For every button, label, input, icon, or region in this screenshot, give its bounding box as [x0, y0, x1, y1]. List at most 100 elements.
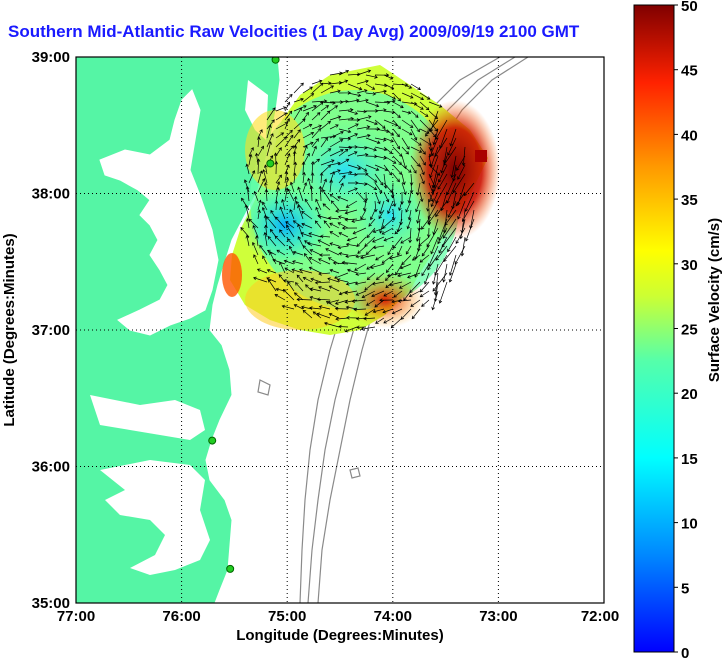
velocity-arrow	[314, 220, 322, 229]
velocity-arrow	[309, 249, 322, 256]
velocity-arrow	[419, 164, 425, 176]
colorbar-tick: 5	[681, 580, 689, 597]
velocity-arrow	[434, 254, 448, 276]
velocity-arrow	[387, 200, 394, 215]
velocity-arrow	[329, 124, 339, 130]
velocity-arrow	[435, 200, 448, 218]
velocity-arrow	[338, 108, 354, 112]
velocity-arrow	[274, 160, 279, 175]
velocity-arrow	[279, 229, 286, 238]
velocity-arrow	[292, 260, 304, 265]
velocity-arrow	[328, 285, 340, 292]
velocity-arrow	[410, 101, 424, 110]
velocity-arrow	[365, 164, 380, 171]
velocity-arrow	[257, 199, 262, 211]
velocity-arrow	[356, 164, 368, 172]
y-tick-label: 38:00	[32, 186, 70, 203]
velocity-arrow	[354, 281, 367, 286]
velocity-arrow	[365, 119, 378, 126]
velocity-arrow	[435, 245, 448, 261]
velocity-arrow	[309, 185, 314, 202]
velocity-arrow	[311, 101, 324, 112]
velocity-arrow	[353, 307, 367, 312]
velocity-arrow	[410, 92, 425, 101]
velocity-arrow	[428, 191, 434, 202]
velocity-arrow	[293, 292, 304, 301]
velocity-arrow	[344, 217, 358, 222]
velocity-arrow	[455, 191, 466, 207]
velocity-arrow	[401, 137, 410, 150]
y-tick-label: 39:00	[32, 49, 70, 66]
velocity-arrow	[407, 209, 412, 221]
velocity-arrow	[316, 297, 331, 302]
velocity-arrow	[447, 137, 457, 156]
velocity-arrow	[365, 74, 378, 79]
velocity-arrow	[310, 277, 322, 283]
velocity-arrow	[304, 198, 313, 211]
velocity-arrow	[405, 245, 412, 255]
velocity-arrow	[338, 99, 349, 104]
velocity-arrow	[282, 289, 295, 301]
velocity-arrow	[284, 145, 295, 157]
velocity-arrow	[240, 227, 250, 238]
velocity-arrow	[374, 299, 385, 308]
velocity-arrow	[461, 146, 466, 167]
velocity-arrow	[383, 182, 393, 194]
x-tick-label: 76:00	[162, 608, 200, 625]
velocity-arrow	[356, 115, 372, 121]
velocity-arrow	[375, 317, 385, 324]
velocity-arrow	[275, 112, 288, 121]
velocity-arrow	[338, 182, 344, 193]
velocity-arrow	[316, 312, 331, 319]
velocity-arrow	[270, 209, 277, 220]
velocity-arrow	[257, 145, 264, 157]
velocity-arrow	[399, 263, 412, 270]
velocity-arrow	[357, 245, 367, 254]
velocity-arrow	[262, 201, 268, 211]
velocity-arrow	[293, 107, 302, 121]
velocity-arrow	[317, 214, 331, 220]
velocity-arrow	[383, 290, 394, 297]
velocity-arrow	[364, 236, 376, 247]
velocity-arrow	[374, 119, 386, 129]
velocity-arrow	[347, 187, 358, 193]
velocity-arrow	[419, 173, 425, 185]
velocity-arrow	[284, 110, 293, 121]
velocity-arrow	[407, 191, 412, 204]
velocity-arrow	[391, 209, 396, 221]
velocity-arrow	[347, 83, 363, 91]
velocity-arrow	[371, 290, 385, 298]
velocity-arrow	[274, 200, 279, 211]
velocity-arrow	[460, 236, 466, 257]
velocity-arrow	[455, 227, 466, 244]
velocity-arrow	[448, 254, 457, 276]
velocity-arrow	[257, 129, 263, 139]
velocity-arrow	[383, 146, 393, 154]
velocity-arrow	[318, 272, 331, 276]
velocity-arrow	[427, 209, 439, 225]
velocity-arrow	[245, 218, 250, 229]
velocity-arrow	[398, 281, 412, 289]
velocity-arrow	[432, 272, 448, 292]
velocity-arrow	[301, 210, 313, 220]
velocity-arrow	[356, 79, 369, 85]
velocity-arrow	[356, 69, 372, 76]
velocity-arrow	[335, 209, 349, 213]
velocity-arrow	[302, 309, 313, 319]
velocity-arrow	[372, 308, 385, 314]
chesapeake-bay	[99, 89, 219, 336]
radar-station-marker	[208, 436, 217, 445]
colorbar-tick: 30	[681, 257, 698, 274]
velocity-arrow	[293, 129, 301, 139]
velocity-arrow	[337, 195, 349, 202]
velocity-arrow	[284, 152, 291, 166]
velocity-arrow	[332, 261, 349, 265]
velocity-arrow	[417, 218, 422, 232]
velocity-arrows	[240, 69, 475, 333]
velocity-arrow	[392, 173, 400, 183]
velocity-arrow	[286, 238, 295, 247]
velocity-arrow	[252, 225, 259, 238]
velocity-arrow	[454, 245, 466, 265]
velocity-arrow	[375, 254, 385, 261]
velocity-arrow	[310, 172, 315, 184]
